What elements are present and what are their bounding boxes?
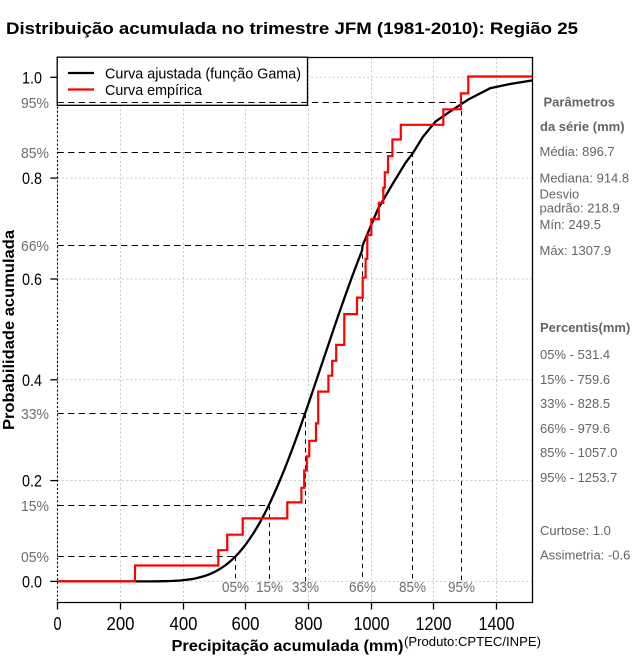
svg-text:Percentis(mm): Percentis(mm) — [540, 320, 630, 335]
svg-text:1000: 1000 — [354, 614, 390, 634]
svg-text:Curva ajustada (função Gama): Curva ajustada (função Gama) — [105, 66, 301, 83]
svg-text:Assimetria: -0.6: Assimetria: -0.6 — [540, 548, 630, 563]
svg-text:Precipitação acumulada (mm): Precipitação acumulada (mm) — [172, 638, 404, 655]
svg-text:15%: 15% — [21, 498, 49, 515]
svg-text:Curtose: 1.0: Curtose: 1.0 — [540, 523, 611, 538]
svg-text:Curva empírica: Curva empírica — [105, 82, 203, 99]
svg-text:Máx: 1307.9: Máx: 1307.9 — [540, 243, 612, 258]
svg-text:Desvio: Desvio — [540, 186, 580, 201]
svg-text:66% - 979.6: 66% - 979.6 — [540, 421, 610, 436]
svg-text:0.4: 0.4 — [22, 371, 42, 390]
svg-text:0.6: 0.6 — [22, 270, 42, 289]
svg-text:33%: 33% — [292, 579, 319, 596]
svg-text:85%: 85% — [21, 145, 49, 162]
svg-text:(Produto:CPTEC/INPE): (Produto:CPTEC/INPE) — [404, 635, 541, 649]
svg-text:Probabilidade acumulada: Probabilidade acumulada — [1, 230, 18, 430]
svg-text:400: 400 — [170, 614, 198, 634]
svg-text:0.0: 0.0 — [22, 572, 42, 591]
svg-text:05%: 05% — [222, 579, 249, 596]
svg-text:800: 800 — [295, 614, 323, 634]
svg-text:1400: 1400 — [479, 614, 515, 634]
svg-text:15%: 15% — [256, 579, 283, 596]
svg-text:padrão: 218.9: padrão: 218.9 — [540, 200, 620, 215]
svg-text:95% - 1253.7: 95% - 1253.7 — [540, 470, 617, 485]
svg-text:33% - 828.5: 33% - 828.5 — [540, 396, 610, 411]
svg-text:Média: 896.7: Média: 896.7 — [540, 144, 615, 159]
svg-text:05% - 531.4: 05% - 531.4 — [540, 347, 610, 362]
svg-text:95%: 95% — [21, 95, 49, 112]
svg-text:1.0: 1.0 — [22, 68, 42, 87]
svg-text:da série (mm): da série (mm) — [540, 119, 625, 134]
svg-text:0: 0 — [54, 614, 62, 634]
svg-text:15% - 759.6: 15% - 759.6 — [540, 372, 610, 387]
svg-text:0.8: 0.8 — [22, 169, 42, 188]
svg-text:1200: 1200 — [416, 614, 452, 634]
svg-text:85%: 85% — [399, 579, 426, 596]
svg-text:0.2: 0.2 — [22, 472, 42, 491]
svg-text:85% - 1057.0: 85% - 1057.0 — [540, 445, 617, 460]
svg-text:Distribuição acumulada no trim: Distribuição acumulada no trimestre JFM … — [6, 19, 578, 38]
svg-text:Parâmetros: Parâmetros — [544, 95, 616, 110]
svg-text:66%: 66% — [349, 579, 376, 596]
svg-text:33%: 33% — [21, 406, 49, 423]
svg-text:200: 200 — [107, 614, 135, 634]
svg-text:600: 600 — [232, 614, 260, 634]
svg-text:Mediana: 914.8: Mediana: 914.8 — [540, 171, 630, 186]
svg-text:95%: 95% — [448, 579, 475, 596]
svg-text:05%: 05% — [21, 549, 49, 566]
svg-text:Mín: 249.5: Mín: 249.5 — [540, 217, 601, 232]
svg-text:66%: 66% — [21, 238, 49, 255]
